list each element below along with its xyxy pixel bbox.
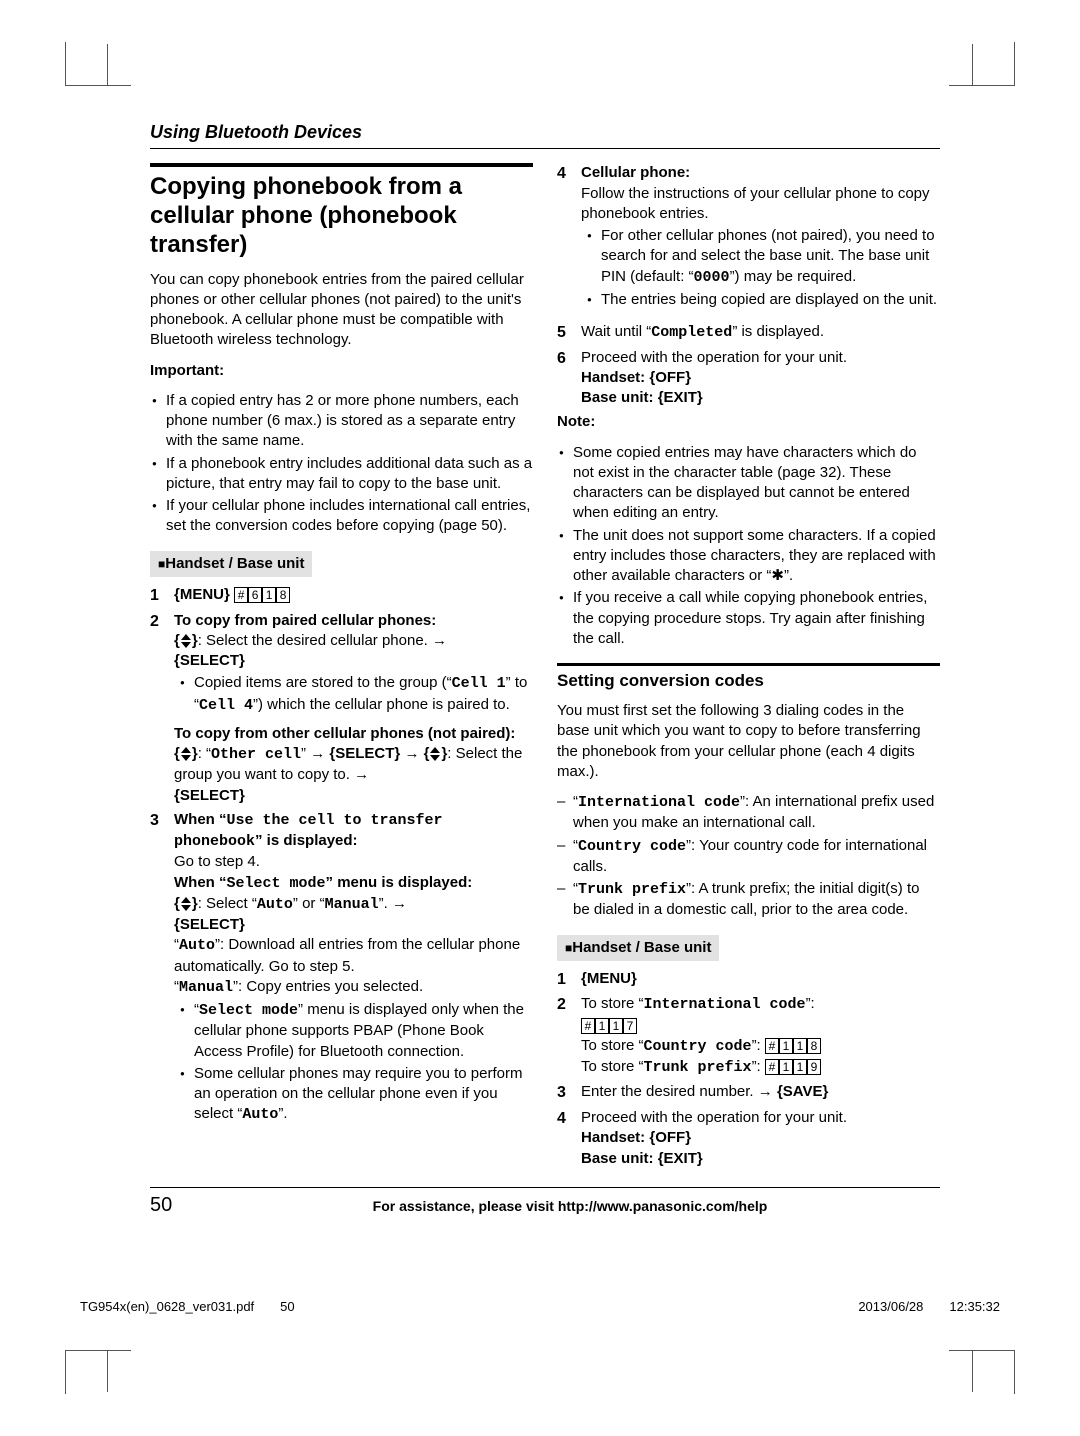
right-column: 4 Cellular phone: Follow the instruction…: [557, 163, 940, 1172]
list-item: “Country code”: Your country code for in…: [557, 836, 940, 878]
page-number: 50: [150, 1192, 200, 1219]
list-item: The unit does not support some character…: [557, 526, 940, 587]
steps-list-2: 1 {MENU} 2 To store “International code”…: [557, 969, 940, 1169]
step-body: Proceed with the operation for your unit…: [581, 1108, 940, 1169]
list-item: If a copied entry has 2 or more phone nu…: [150, 391, 533, 452]
list-item: Copied items are stored to the group (“C…: [178, 673, 533, 716]
columns: Copying phonebook from a cellular phone …: [150, 163, 940, 1172]
note-label: Note:: [557, 412, 940, 432]
step-body: When “Use the cell to transfer phonebook…: [174, 810, 533, 1134]
updown-icon: [429, 747, 441, 761]
code-list: “International code”: An international p…: [557, 792, 940, 921]
step-body: Cellular phone: Follow the instructions …: [581, 163, 940, 318]
steps-list: 4 Cellular phone: Follow the instruction…: [557, 163, 940, 408]
page: Using Bluetooth Devices Copying phoneboo…: [150, 120, 940, 1219]
step-number: 4: [557, 1108, 581, 1169]
print-file: TG954x(en)_0628_ver031.pdf 50: [80, 1298, 295, 1316]
subsection-intro: You must first set the following 3 diali…: [557, 701, 940, 782]
rule: [150, 163, 533, 167]
step-body: Proceed with the operation for your unit…: [581, 348, 940, 409]
print-metadata: TG954x(en)_0628_ver031.pdf 50 2013/06/28…: [80, 1298, 1000, 1316]
list-item: If your cellular phone includes internat…: [150, 496, 533, 537]
footer: 50 For assistance, please visit http://w…: [150, 1187, 940, 1219]
handset-base-label: Handset / Base unit: [150, 551, 312, 577]
intro-text: You can copy phonebook entries from the …: [150, 270, 533, 351]
steps-list: 1 {MENU} #618 2 To copy from paired cell…: [150, 585, 533, 1134]
important-list: If a copied entry has 2 or more phone nu…: [150, 391, 533, 537]
step-number: 1: [150, 585, 174, 607]
step-body: To copy from paired cellular phones: {}:…: [174, 611, 533, 806]
list-item: “International code”: An international p…: [557, 792, 940, 834]
step-number: 3: [557, 1082, 581, 1104]
subsection-title: Setting conversion codes: [557, 670, 940, 693]
note-list: Some copied entries may have characters …: [557, 443, 940, 650]
updown-icon: [180, 747, 192, 761]
updown-icon: [180, 634, 192, 648]
print-date: 2013/06/28 12:35:32: [858, 1298, 1000, 1316]
step-number: 2: [150, 611, 174, 806]
step-body: Wait until “Completed” is displayed.: [581, 322, 940, 344]
important-label: Important:: [150, 361, 533, 381]
list-item: If you receive a call while copying phon…: [557, 588, 940, 649]
section-header: Using Bluetooth Devices: [150, 120, 940, 149]
handset-base-label: Handset / Base unit: [557, 935, 719, 961]
step-number: 6: [557, 348, 581, 409]
step-body: Enter the desired number. {SAVE}: [581, 1082, 940, 1104]
list-item: “Select mode” menu is displayed only whe…: [178, 1000, 533, 1062]
step-body: {MENU}: [581, 969, 940, 991]
step-number: 1: [557, 969, 581, 991]
step-number: 2: [557, 994, 581, 1078]
list-item: “Trunk prefix”: A trunk prefix; the init…: [557, 879, 940, 921]
list-item: Some cellular phones may require you to …: [178, 1064, 533, 1126]
rule: [557, 663, 940, 666]
step-number: 3: [150, 810, 174, 1134]
step-number: 5: [557, 322, 581, 344]
list-item: For other cellular phones (not paired), …: [585, 226, 940, 288]
left-column: Copying phonebook from a cellular phone …: [150, 163, 533, 1172]
assistance-text: For assistance, please visit http://www.…: [200, 1197, 940, 1216]
page-title: Copying phonebook from a cellular phone …: [150, 173, 533, 259]
step-number: 4: [557, 163, 581, 318]
list-item: The entries being copied are displayed o…: [585, 290, 940, 310]
list-item: If a phonebook entry includes additional…: [150, 454, 533, 495]
step-body: {MENU} #618: [174, 585, 533, 607]
list-item: Some copied entries may have characters …: [557, 443, 940, 524]
step-body: To store “International code”: #117 To s…: [581, 994, 940, 1078]
updown-icon: [180, 897, 192, 911]
